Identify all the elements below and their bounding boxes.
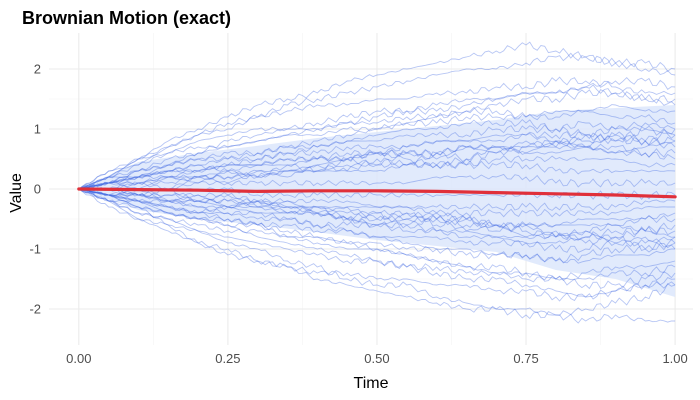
- simulation-path: [78, 188, 676, 264]
- simulation-path: [78, 89, 676, 190]
- simulation-path: [78, 188, 676, 298]
- simulation-path: [78, 143, 676, 190]
- y-axis-title: Value: [8, 173, 25, 213]
- simulation-path: [78, 131, 676, 190]
- simulation-path: [78, 188, 676, 241]
- x-tick-labels: 0.00 0.25 0.50 0.75 1.00: [66, 351, 688, 366]
- simulation-paths: [78, 41, 676, 324]
- simulation-path: [78, 188, 676, 229]
- simulation-path: [78, 187, 676, 245]
- simulation-path: [78, 84, 676, 190]
- x-tick-label: 0.50: [364, 351, 389, 366]
- major-grid: [49, 33, 693, 345]
- simulation-path: [78, 160, 676, 191]
- x-tick-label: 1.00: [662, 351, 687, 366]
- simulation-path: [78, 188, 676, 218]
- x-tick-label: 0.25: [215, 351, 240, 366]
- simulation-path: [78, 188, 676, 212]
- simulation-path: [78, 188, 676, 281]
- simulation-path: [78, 188, 676, 290]
- x-axis-title: Time: [354, 375, 389, 392]
- simulation-path: [78, 120, 676, 190]
- y-tick-label: 0: [34, 182, 41, 197]
- y-tick-labels: -2 -1 0 1 2: [29, 62, 41, 317]
- y-tick-label: 1: [34, 122, 41, 137]
- y-tick-label: -2: [29, 302, 41, 317]
- simulation-path: [78, 188, 676, 253]
- simulation-path: [78, 188, 676, 324]
- simulation-path: [78, 131, 676, 190]
- simulation-path: [78, 118, 676, 190]
- simulation-path: [78, 188, 676, 316]
- simulation-path: [78, 125, 676, 190]
- simulation-path: [78, 188, 676, 281]
- chart-title: Brownian Motion (exact): [22, 8, 231, 28]
- simulation-path: [78, 188, 676, 264]
- simulation-path: [78, 140, 676, 190]
- simulation-path: [78, 188, 676, 229]
- simulation-path: [78, 41, 676, 190]
- simulation-path: [78, 188, 676, 253]
- simulation-path: [78, 188, 676, 302]
- simulation-path: [78, 52, 676, 190]
- simulation-path: [78, 104, 676, 190]
- simulation-path: [78, 155, 676, 190]
- simulation-path: [78, 109, 676, 190]
- simulation-path: [78, 76, 676, 190]
- simulation-path: [78, 187, 676, 250]
- mean-line: [77, 187, 677, 199]
- mean-path: [77, 187, 677, 199]
- simulation-path: [78, 173, 676, 191]
- simulation-path: [78, 188, 676, 239]
- y-tick-label: -1: [29, 242, 41, 257]
- simulation-path: [78, 128, 676, 191]
- confidence-band: [78, 105, 676, 297]
- simulation-path: [78, 143, 676, 190]
- x-tick-label: 0.75: [513, 351, 538, 366]
- x-tick-label: 0.00: [66, 351, 91, 366]
- simulation-path: [78, 76, 676, 190]
- band-area: [78, 105, 676, 297]
- y-tick-label: 2: [34, 62, 41, 77]
